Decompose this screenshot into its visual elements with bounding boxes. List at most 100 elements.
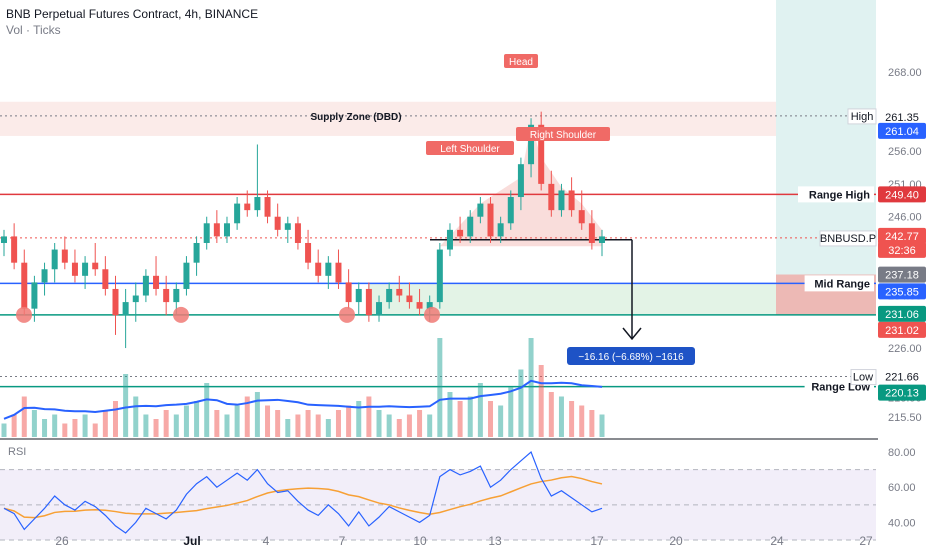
candle-body	[497, 223, 504, 237]
volume-bar	[589, 410, 595, 437]
candle-body	[71, 262, 78, 276]
rsi-tick-label: 40.00	[888, 517, 916, 529]
candle-body	[365, 288, 372, 316]
volume-bar	[143, 414, 149, 437]
volume-bar	[406, 414, 412, 437]
candle-body	[41, 269, 48, 283]
candle-body	[11, 236, 18, 263]
right-shoulder-label-bg	[516, 127, 610, 141]
y-tick-label: 268.00	[888, 67, 922, 79]
candle-body	[21, 262, 28, 309]
volume-bar	[457, 401, 463, 437]
volume-bar	[102, 410, 108, 437]
volume-bar	[518, 369, 524, 437]
candle-body	[61, 249, 68, 263]
volume-bar	[224, 414, 230, 437]
candle-body	[183, 262, 190, 289]
candle-body	[142, 275, 149, 296]
volume-bar	[62, 423, 68, 437]
range-high-price-tag-bg	[878, 186, 926, 203]
high-label-bg	[847, 108, 877, 125]
mid-range-price-tag: 235.85	[885, 286, 919, 298]
volume-bar	[356, 401, 362, 437]
rsi-tick-label: 80.00	[888, 447, 916, 459]
touch-marker	[16, 306, 32, 323]
volume-bar	[52, 414, 58, 437]
candle-body	[386, 288, 393, 303]
volume-bar	[437, 338, 443, 437]
x-tick-label: 26	[55, 534, 69, 548]
volume-bar	[92, 423, 98, 437]
candle-body	[568, 190, 575, 211]
volume-bar	[508, 387, 514, 437]
y-tick-label: 246.00	[888, 212, 922, 224]
candle-body	[92, 262, 99, 270]
volume-bar	[417, 410, 423, 437]
volume-bar	[488, 401, 494, 437]
candle-body	[538, 124, 545, 184]
candle-body	[446, 229, 453, 250]
candle-body	[173, 288, 180, 303]
x-tick-label: 10	[413, 534, 427, 548]
y-tick-label: 226.00	[888, 343, 922, 355]
candle-body	[426, 302, 433, 309]
candle-body	[528, 124, 535, 165]
high-price-tag: 261.35	[885, 112, 919, 124]
candle-body	[82, 262, 89, 276]
x-tick-label: 24	[770, 534, 784, 548]
candle-body	[305, 242, 312, 263]
high2-price-tag-bg	[878, 122, 926, 139]
volume-bar	[447, 392, 453, 437]
candle-body	[31, 282, 38, 309]
volume-bar	[133, 396, 139, 437]
lower-red-price-tag: 231.02	[885, 325, 919, 337]
candle-body	[193, 242, 200, 263]
volume-bar	[477, 383, 483, 437]
time-axis: 26 Jul 4 7 10 13 17 20 24 27	[55, 534, 873, 548]
candle-body	[376, 302, 383, 316]
touch-marker	[424, 306, 440, 323]
range-bottom-price-tag-bg	[878, 305, 926, 322]
x-tick-label: 4	[263, 534, 270, 548]
candle-body	[477, 203, 484, 217]
high2-price-tag: 261.04	[885, 126, 919, 138]
volume-bar	[498, 405, 504, 437]
volume-bar	[153, 419, 159, 437]
right-shoulder-label: Right Shoulder	[530, 130, 597, 141]
chart-legend: BNB Perpetual Futures Contract, 4h, BINA…	[6, 6, 258, 38]
volume-bar	[579, 405, 585, 437]
volume-bar	[335, 410, 341, 437]
rsi-band	[0, 469, 876, 540]
volume-bar	[548, 392, 554, 437]
symbol-label-bg	[819, 230, 877, 247]
low-price-tag: 221.66	[885, 372, 919, 384]
candle-body	[548, 183, 555, 211]
candle-body	[599, 236, 605, 243]
rsi-pane	[0, 438, 878, 541]
candle-body	[1, 236, 7, 243]
candle-body	[213, 223, 220, 237]
volume-bar	[1, 423, 7, 437]
volume-bar	[194, 401, 200, 437]
candle-body	[274, 216, 281, 230]
volume-bar	[325, 419, 331, 437]
range-bottom-price-tag: 231.06	[885, 309, 919, 321]
last-price-tag: 242.77	[885, 231, 919, 243]
mid-upper-price-tag: 237.18	[885, 270, 919, 282]
volume-bar	[265, 405, 271, 437]
y-tick-label: 215.50	[888, 412, 922, 424]
measure-box	[567, 347, 695, 365]
volume-bar	[295, 414, 301, 437]
candle-body	[467, 216, 474, 237]
candle-body	[578, 210, 585, 224]
mid-range-label: Mid Range	[814, 278, 870, 290]
volume-bar	[244, 396, 250, 437]
volume-bar	[163, 410, 169, 437]
candle-body	[254, 197, 261, 211]
candle-body	[234, 203, 241, 224]
candle-body	[153, 275, 160, 289]
candle-body	[396, 288, 403, 296]
rsi-line	[3, 451, 603, 534]
candle-body	[284, 223, 291, 230]
